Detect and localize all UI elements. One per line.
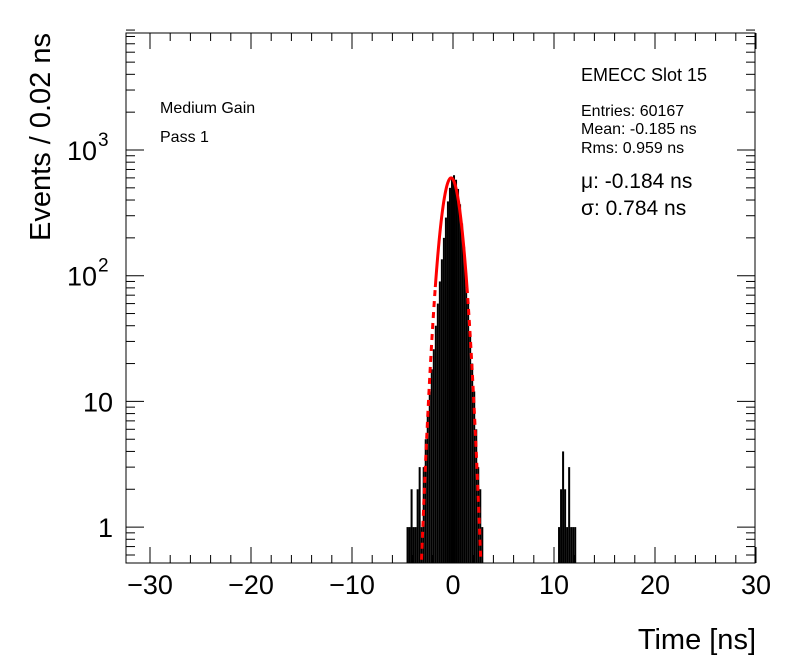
histogram-bin [426, 413, 429, 563]
histogram-bin [457, 188, 460, 563]
gain-label: Medium Gain [160, 100, 255, 117]
histogram-bin [467, 303, 470, 563]
gaussian-fit-extrapolation-right [465, 286, 483, 560]
histogram [406, 175, 577, 564]
x-tick-label: −20 [228, 570, 274, 600]
histogram-bin [473, 391, 476, 563]
histogram-bin [414, 527, 417, 563]
fit-mu: μ: -0.184 ns [581, 170, 692, 193]
y-tick-exponent: 2 [98, 256, 109, 277]
x-tick-label: −10 [329, 570, 375, 600]
histogram-bin [438, 281, 441, 563]
entries-stat: Entries: 60167 [581, 103, 684, 120]
histogram-bin [406, 527, 409, 563]
histogram-bin [436, 303, 439, 563]
histogram-bin [479, 489, 482, 563]
histogram-bin [434, 325, 437, 563]
x-tick-label: 30 [741, 570, 771, 600]
histogram-bin [428, 391, 431, 563]
histogram-bin [564, 489, 567, 563]
y-axis-label: Events / 0.02 ns [25, 33, 57, 241]
histogram-bin [424, 439, 427, 563]
histogram-bin [442, 237, 445, 563]
histogram-bin [446, 201, 449, 563]
histogram-bin [432, 349, 435, 563]
histogram-bin [408, 527, 411, 563]
histogram-bin [477, 467, 480, 563]
y-tick-exponent: 3 [98, 130, 109, 151]
histogram-bin [440, 259, 443, 563]
histogram-bin [416, 489, 419, 563]
histogram-bin [430, 369, 433, 563]
histogram-bin [574, 527, 577, 563]
pass-label: Pass 1 [160, 129, 209, 146]
mean-stat: Mean: -0.185 ns [581, 121, 697, 138]
histogram-bin [418, 467, 421, 563]
x-axis-ticks: −30 −20 −10 0 10 20 30 [127, 33, 771, 600]
histogram-bin [450, 178, 453, 564]
histogram-bin [465, 273, 468, 563]
y-tick-label: 10 [67, 262, 97, 292]
y-tick-label: 10 [83, 387, 113, 417]
histogram-bin [410, 489, 413, 563]
histogram-bin [455, 179, 458, 563]
histogram-bin [463, 246, 466, 563]
x-tick-label: 20 [640, 570, 670, 600]
y-tick-label: 10 [67, 136, 97, 166]
histogram-bin [566, 527, 569, 563]
x-tick-label: 10 [539, 570, 569, 600]
x-tick-label: −30 [127, 570, 173, 600]
histogram-bin [558, 527, 561, 563]
histogram-bin [459, 204, 462, 563]
histogram-bin [471, 363, 474, 563]
slot-label: EMECC Slot 15 [581, 65, 707, 85]
histogram-bin [448, 187, 451, 563]
x-axis-label: Time [ns] [638, 624, 756, 656]
histogram-bin [560, 489, 563, 563]
y-tick-label: 1 [98, 513, 113, 543]
gaussian-fit-extrapolation-left [420, 286, 437, 560]
histogram-bin [481, 527, 484, 563]
x-tick-label: 0 [445, 570, 460, 600]
fit-sigma: σ: 0.784 ns [581, 197, 686, 220]
histogram-bin [469, 333, 472, 563]
histogram-bin [461, 223, 464, 564]
histogram-bin [568, 467, 571, 563]
gaussian-fit-curve [433, 176, 469, 288]
minor-ticks [126, 29, 755, 563]
histogram-bin [444, 217, 447, 563]
rms-stat: Rms: 0.959 ns [581, 140, 684, 157]
histogram-bin [570, 527, 573, 563]
histogram-bin [412, 527, 415, 563]
histogram-bin [562, 451, 565, 563]
histogram-bin [572, 527, 575, 563]
histogram-bin [475, 429, 478, 563]
histogram-bin [453, 175, 456, 563]
